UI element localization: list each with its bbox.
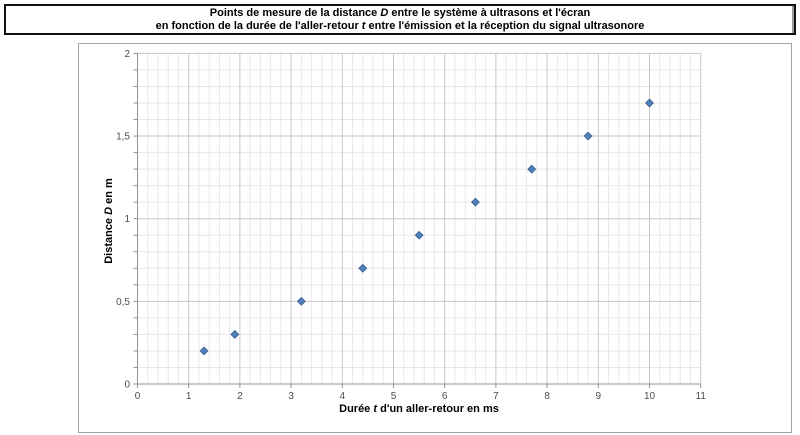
data-points (199, 98, 654, 356)
svg-text:11: 11 (696, 391, 707, 402)
data-point (296, 296, 306, 306)
variable-symbol: t (373, 403, 378, 415)
axes-and-ticks (133, 52, 702, 388)
svg-text:7: 7 (493, 391, 499, 402)
svg-text:1: 1 (186, 391, 192, 402)
svg-text:0,5: 0,5 (116, 297, 130, 308)
svg-text:1,5: 1,5 (116, 132, 130, 143)
text-segment: en m (103, 178, 115, 207)
y-tick-labels: 0 0,5 1 1,5 2 (116, 49, 130, 391)
variable-symbol: t (361, 19, 366, 32)
text-segment: Distance (103, 214, 115, 264)
text-segment: d'un aller-retour en ms (377, 403, 499, 415)
svg-text:4: 4 (340, 391, 346, 402)
scatter-plot-svg: 0 1 2 3 4 5 6 7 8 9 10 11 0 0,5 1 1,5 2 (116, 49, 707, 402)
text-segment: entre le système à ultrasons et l'écran (388, 6, 591, 19)
svg-text:5: 5 (391, 391, 397, 402)
svg-text:10: 10 (644, 391, 656, 402)
variable-symbol: D (103, 206, 115, 215)
data-point (230, 329, 240, 339)
text-segment: Points de mesure de la distance (209, 6, 381, 19)
text-segment: en fonction de la durée de l'aller-retou… (155, 19, 362, 32)
chart-title-line-1: Points de mesure de la distance D entre … (210, 7, 590, 20)
data-point (645, 98, 654, 108)
svg-text:0: 0 (124, 380, 130, 391)
chart-title-box: Points de mesure de la distance D entre … (4, 4, 796, 35)
data-point (470, 197, 480, 207)
chart-frame: 0 1 2 3 4 5 6 7 8 9 10 11 0 0,5 1 1,5 2 Durée t d'un all… (78, 43, 792, 433)
data-point (199, 346, 209, 356)
svg-text:3: 3 (288, 391, 294, 402)
svg-text:9: 9 (596, 391, 602, 402)
data-point (527, 164, 537, 174)
data-point (414, 230, 424, 240)
x-tick-labels: 0 1 2 3 4 5 6 7 8 9 10 11 (135, 391, 707, 402)
svg-text:1: 1 (124, 214, 130, 225)
y-axis-title: Distance D en m (103, 178, 115, 264)
chart-title-line-2: en fonction de la durée de l'aller-retou… (156, 20, 645, 33)
svg-text:8: 8 (544, 391, 550, 402)
svg-text:0: 0 (135, 391, 141, 402)
svg-text:2: 2 (124, 49, 130, 60)
svg-text:2: 2 (237, 391, 243, 402)
data-point (583, 131, 593, 141)
variable-symbol: D (380, 6, 389, 19)
text-segment: entre l'émission et la réception du sign… (365, 19, 645, 32)
svg-text:6: 6 (442, 391, 448, 402)
data-point (358, 263, 368, 273)
text-segment: Durée (339, 403, 374, 415)
x-axis-title: Durée t d'un aller-retour en ms (137, 403, 701, 415)
